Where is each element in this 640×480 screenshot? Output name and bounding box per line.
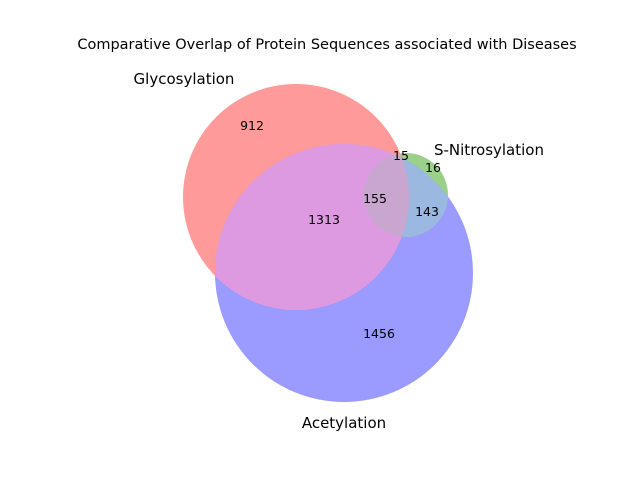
count-all-three: 155 — [363, 191, 387, 206]
count-glyco-only: 912 — [240, 118, 264, 133]
count-snitro-only: 16 — [425, 160, 441, 175]
set-label-acetylation: Acetylation — [302, 414, 386, 432]
count-glyco-snitro: 15 — [393, 148, 409, 163]
set-label-glycosylation: Glycosylation — [134, 70, 235, 88]
count-snitro-acetyl: 143 — [415, 204, 439, 219]
count-acetyl-only: 1456 — [363, 326, 395, 341]
set-label-s-nitrosylation: S-Nitrosylation — [434, 141, 544, 159]
all-three-overlap — [364, 153, 409, 237]
count-glyco-acetyl: 1313 — [308, 212, 340, 227]
chart-title: Comparative Overlap of Protein Sequences… — [77, 37, 576, 53]
